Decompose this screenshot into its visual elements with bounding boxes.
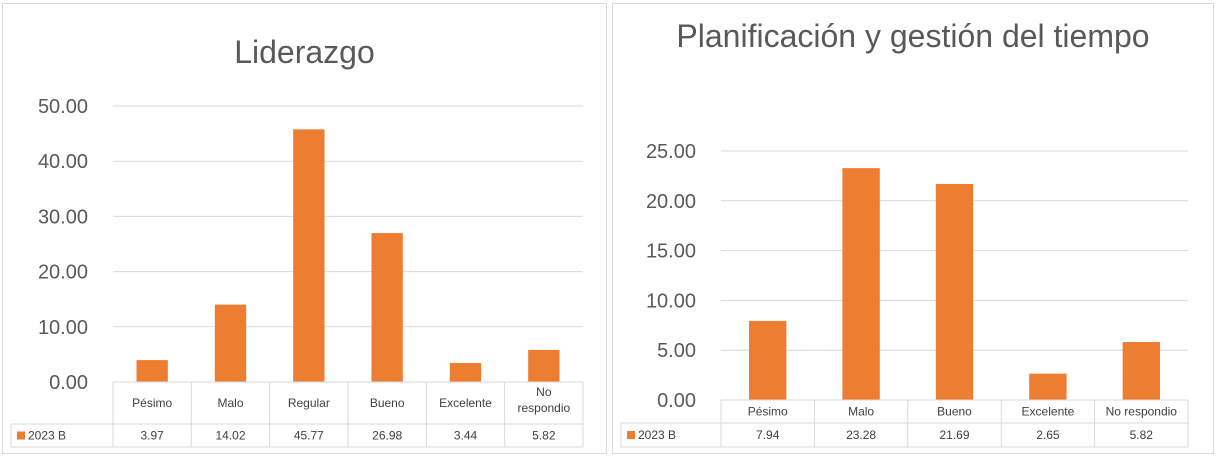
bar (293, 129, 325, 382)
y-tick-label: 10.00 (646, 290, 696, 312)
y-tick-label: 5.00 (657, 340, 696, 362)
legend-label: 2023 B (28, 429, 66, 443)
x-tick-label: Excelente (1022, 405, 1075, 419)
x-tick-label: Bueno (370, 396, 405, 410)
bar (749, 320, 787, 400)
data-label: 2.65 (1036, 428, 1060, 442)
bar (842, 168, 880, 400)
data-label: 23.28 (846, 428, 876, 442)
y-tick-label: 0.00 (657, 390, 696, 412)
y-tick-label: 25.00 (646, 141, 696, 163)
data-label: 3.97 (140, 429, 164, 443)
bar (371, 233, 403, 382)
x-tick-label: Excelente (439, 396, 492, 410)
data-label: 5.82 (532, 429, 556, 443)
x-tick-label: Regular (288, 396, 330, 410)
data-label: 21.69 (939, 428, 969, 442)
legend-swatch (627, 431, 635, 439)
x-tick-label: No respondio (1106, 405, 1178, 419)
chart-title: Liderazgo (234, 34, 375, 70)
bar (935, 183, 974, 400)
chart-plot-area: 0.00 10.00 20.00 30.00 40.00 50.00 Pésimo Malo R… (10, 96, 584, 448)
y-tick-label: 0.00 (49, 372, 88, 394)
data-label: 3.44 (454, 429, 478, 443)
chart-planificacion: Planificación y gestión del tiempo 0.00 5… (612, 3, 1214, 454)
x-tick-label: Malo (848, 405, 874, 419)
data-label: 7.94 (756, 428, 780, 442)
y-tick-label: 40.00 (38, 151, 88, 173)
bar (214, 304, 247, 382)
x-tick-label: Pésimo (132, 396, 172, 410)
bar (528, 349, 560, 382)
bar (1029, 373, 1067, 400)
y-tick-label: 15.00 (646, 241, 696, 263)
chart-title: Planificación y gestión del tiempo (676, 18, 1150, 54)
x-tick-label: No respondio (517, 385, 570, 415)
y-tick-label: 20.00 (38, 262, 88, 284)
y-tick-label: 20.00 (646, 191, 696, 213)
data-label: 26.98 (372, 429, 402, 443)
legend-label: 2023 B (638, 428, 676, 442)
x-tick-label: Malo (217, 396, 243, 410)
chart-liderazgo: Liderazgo 0.00 10.00 20.00 30.00 40.00 50.00 P… (2, 3, 607, 454)
bar (449, 363, 482, 382)
legend-swatch (17, 431, 25, 440)
y-tick-label: 10.00 (38, 317, 88, 339)
y-tick-label: 30.00 (38, 206, 88, 228)
y-tick-label: 50.00 (38, 96, 88, 118)
chart-plot-area: 0.00 5.00 10.00 15.00 20.00 25.00 Pésimo Malo Bu… (620, 141, 1189, 448)
x-tick-label: Bueno (937, 405, 972, 419)
x-tick-label: Pésimo (748, 405, 788, 419)
data-label: 5.82 (1130, 428, 1154, 442)
bar (1122, 342, 1160, 400)
bar (136, 360, 168, 382)
data-label: 45.77 (294, 429, 324, 443)
data-label: 14.02 (215, 429, 245, 443)
